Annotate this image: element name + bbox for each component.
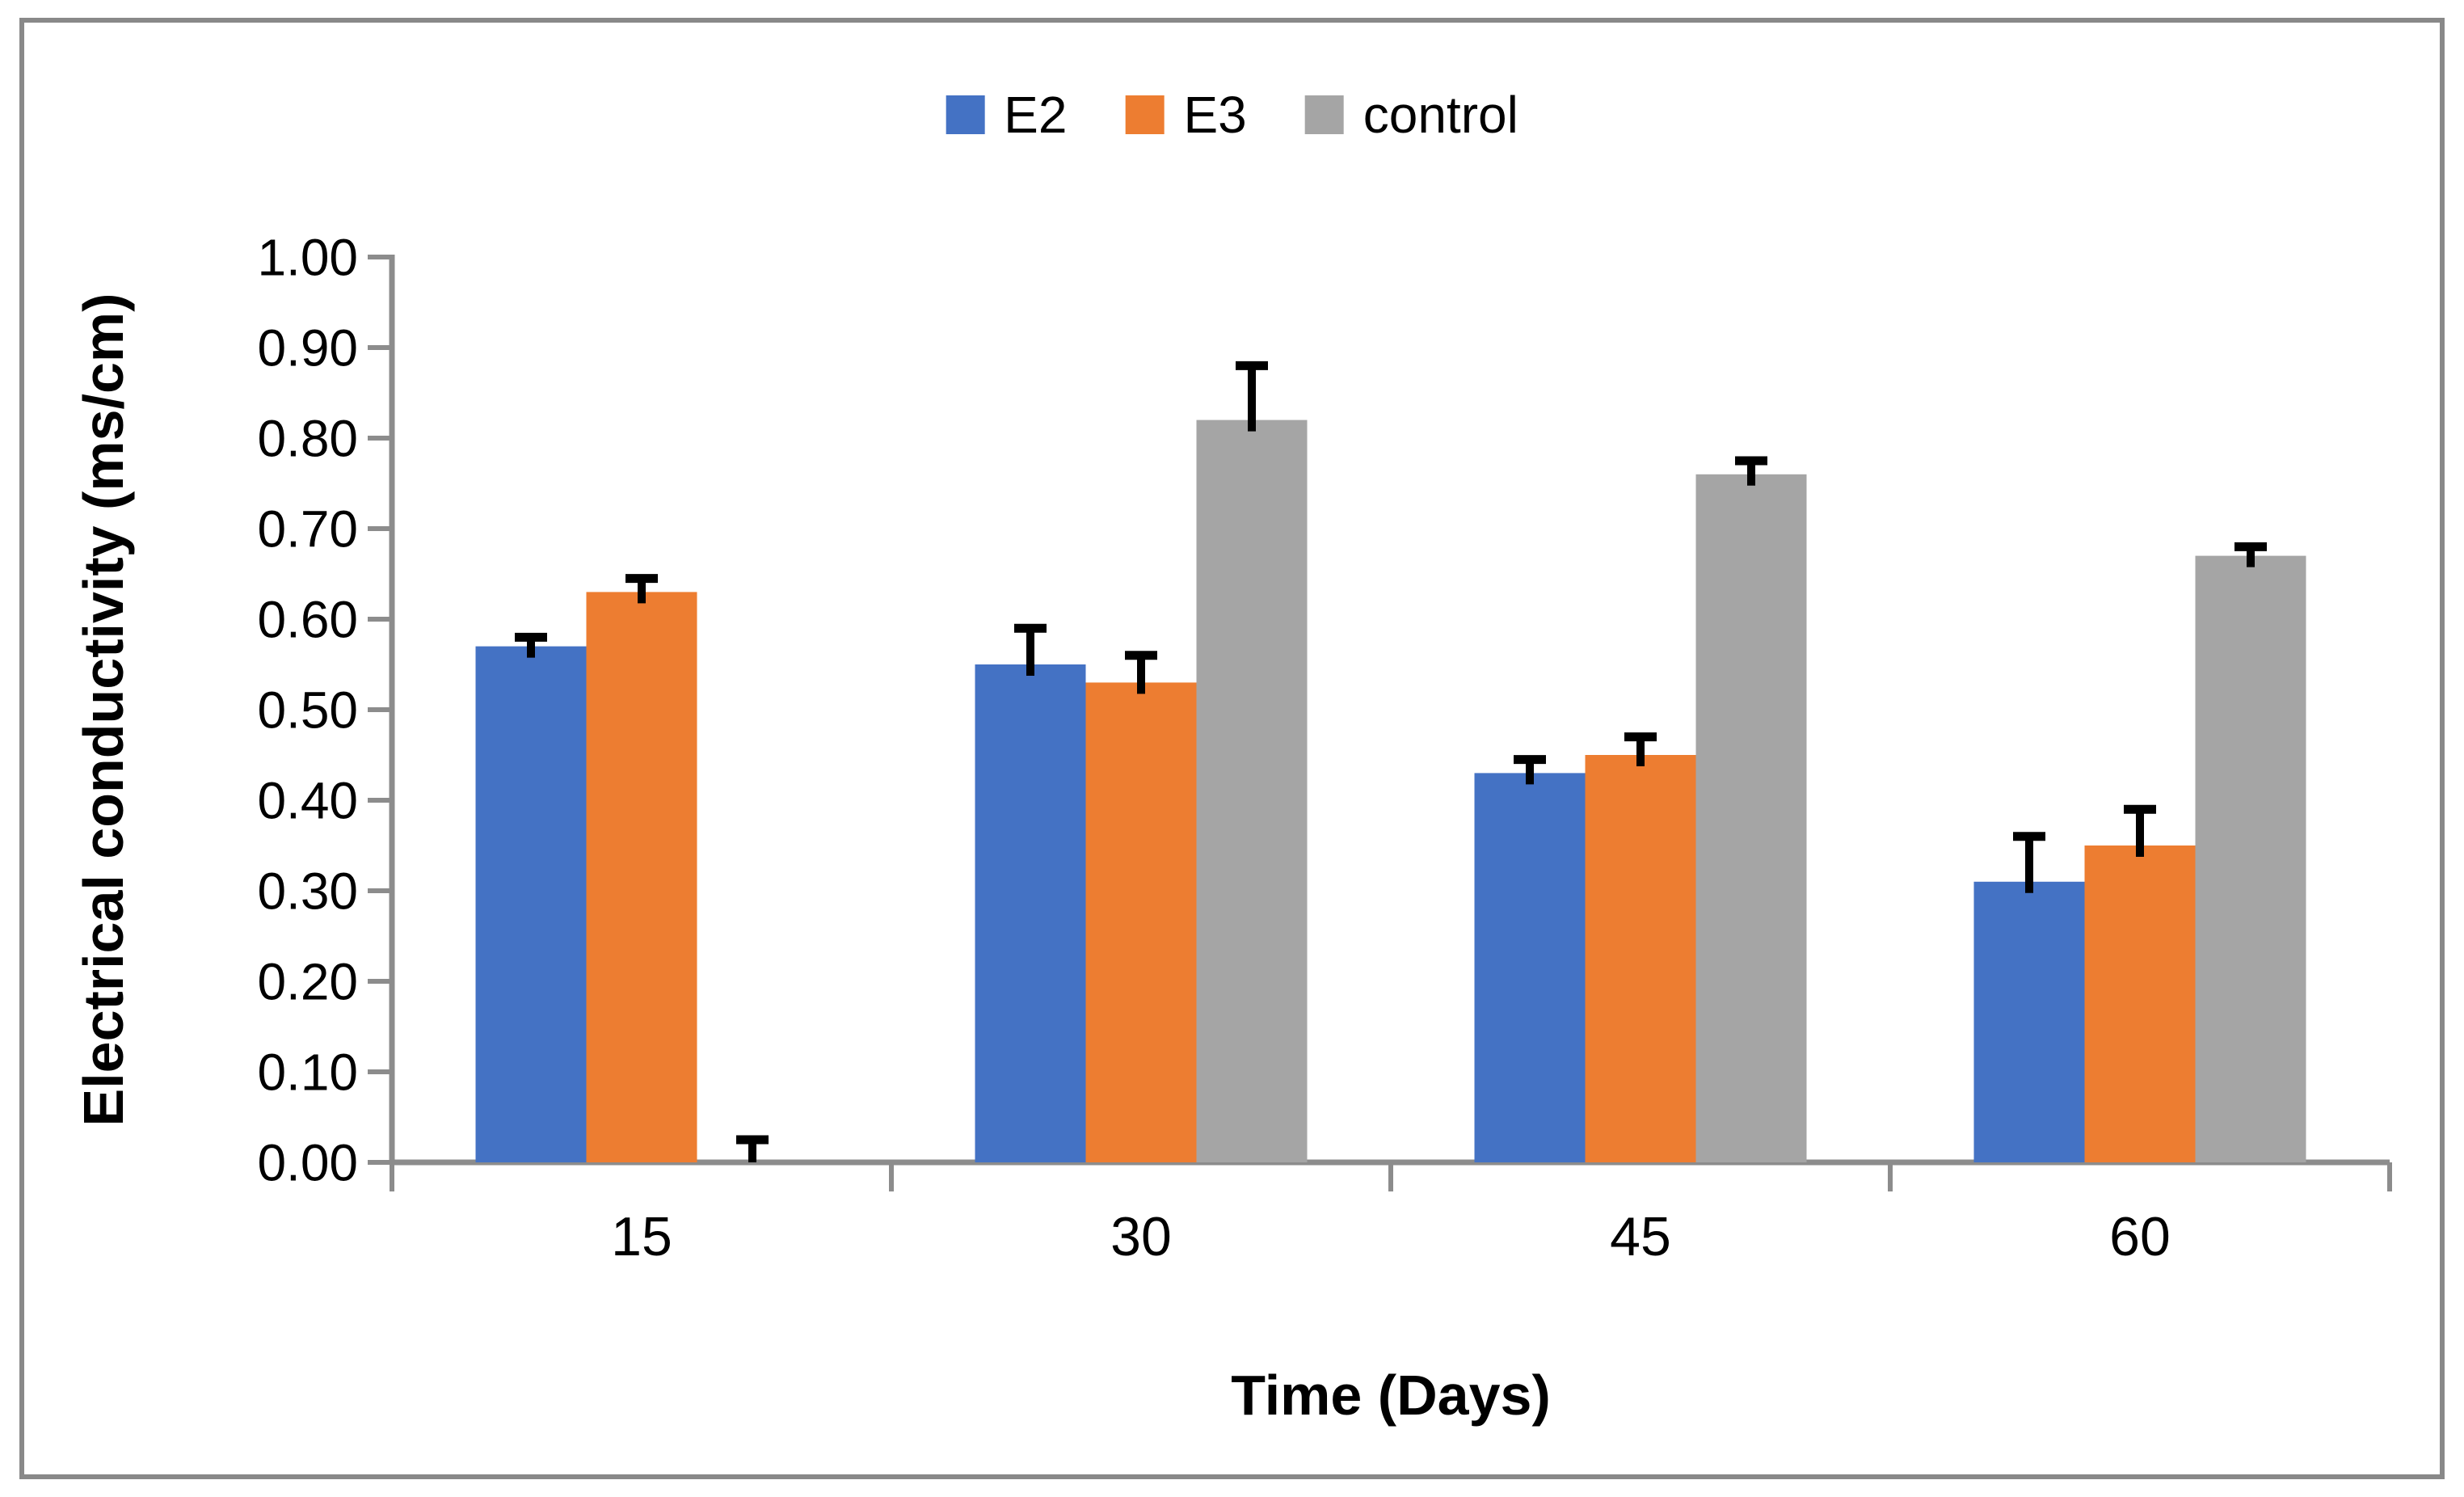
bar-e2-60 bbox=[1973, 881, 2085, 1162]
bar-e3-15 bbox=[586, 592, 697, 1162]
y-tick-label: 0.60 bbox=[257, 590, 358, 648]
legend-label-e2: E2 bbox=[1004, 86, 1068, 144]
error-bar-e2-45 bbox=[1514, 755, 1546, 785]
bar-control-30 bbox=[1196, 420, 1308, 1162]
legend-item-e2: E2 bbox=[946, 89, 1067, 141]
y-tick-label: 0.90 bbox=[257, 318, 358, 377]
legend-swatch-e2 bbox=[946, 95, 985, 134]
y-tick-label: 0.30 bbox=[257, 862, 358, 920]
y-tick-label: 1.00 bbox=[257, 228, 358, 286]
legend: E2 E3 control bbox=[946, 89, 1518, 141]
bar-e3-60 bbox=[2084, 845, 2196, 1162]
error-bar-e2-15 bbox=[515, 632, 547, 658]
y-tick-label: 0.00 bbox=[257, 1133, 358, 1191]
y-tick-label: 0.10 bbox=[257, 1043, 358, 1101]
y-tick-label: 0.80 bbox=[257, 409, 358, 467]
legend-label-control: control bbox=[1363, 86, 1518, 144]
legend-item-control: control bbox=[1304, 86, 1518, 144]
error-bar-control-30 bbox=[1236, 361, 1268, 432]
error-bar-e2-30 bbox=[1014, 623, 1047, 676]
error-bar-e3-15 bbox=[625, 574, 658, 604]
x-category-label: 45 bbox=[1610, 1206, 1671, 1267]
bar-e3-30 bbox=[1085, 682, 1197, 1162]
error-bar-control-15 bbox=[736, 1135, 769, 1162]
x-category-label: 15 bbox=[611, 1206, 672, 1267]
x-axis: 15 30 45 60 bbox=[390, 1159, 2392, 1267]
bar-control-60 bbox=[2195, 555, 2306, 1162]
y-tick-label: 0.20 bbox=[257, 952, 358, 1010]
legend-swatch-control bbox=[1304, 95, 1344, 134]
y-tick-label: 0.70 bbox=[257, 500, 358, 558]
bar-e3-45 bbox=[1585, 755, 1696, 1162]
bar-control-45 bbox=[1695, 474, 1807, 1162]
x-axis-title: Time (Days) bbox=[1231, 1364, 1551, 1427]
error-bar-e3-60 bbox=[2124, 804, 2156, 857]
error-bar-e2-60 bbox=[2013, 832, 2045, 893]
error-bar-control-45 bbox=[1735, 456, 1767, 486]
y-tick-label: 0.40 bbox=[257, 771, 358, 829]
bar-e2-30 bbox=[975, 664, 1086, 1162]
y-axis: 0.00 0.10 0.20 0.30 0.40 0.50 0.60 0.70 0.80 0.90… bbox=[257, 228, 395, 1191]
bar-e2-45 bbox=[1474, 773, 1586, 1162]
error-bar-e3-30 bbox=[1125, 651, 1157, 694]
error-bar-e3-45 bbox=[1624, 732, 1657, 766]
x-category-label: 30 bbox=[1110, 1206, 1172, 1267]
legend-swatch-e3 bbox=[1125, 95, 1165, 134]
legend-item-e3: E3 bbox=[1125, 86, 1247, 144]
x-category-label: 60 bbox=[2109, 1206, 2171, 1267]
y-tick-label: 0.50 bbox=[257, 681, 358, 739]
bar-e2-15 bbox=[475, 646, 587, 1162]
error-bar-control-60 bbox=[2234, 542, 2267, 567]
legend-label-e3: E3 bbox=[1183, 86, 1247, 144]
error-bars bbox=[515, 361, 2267, 1162]
bars bbox=[475, 420, 2306, 1162]
